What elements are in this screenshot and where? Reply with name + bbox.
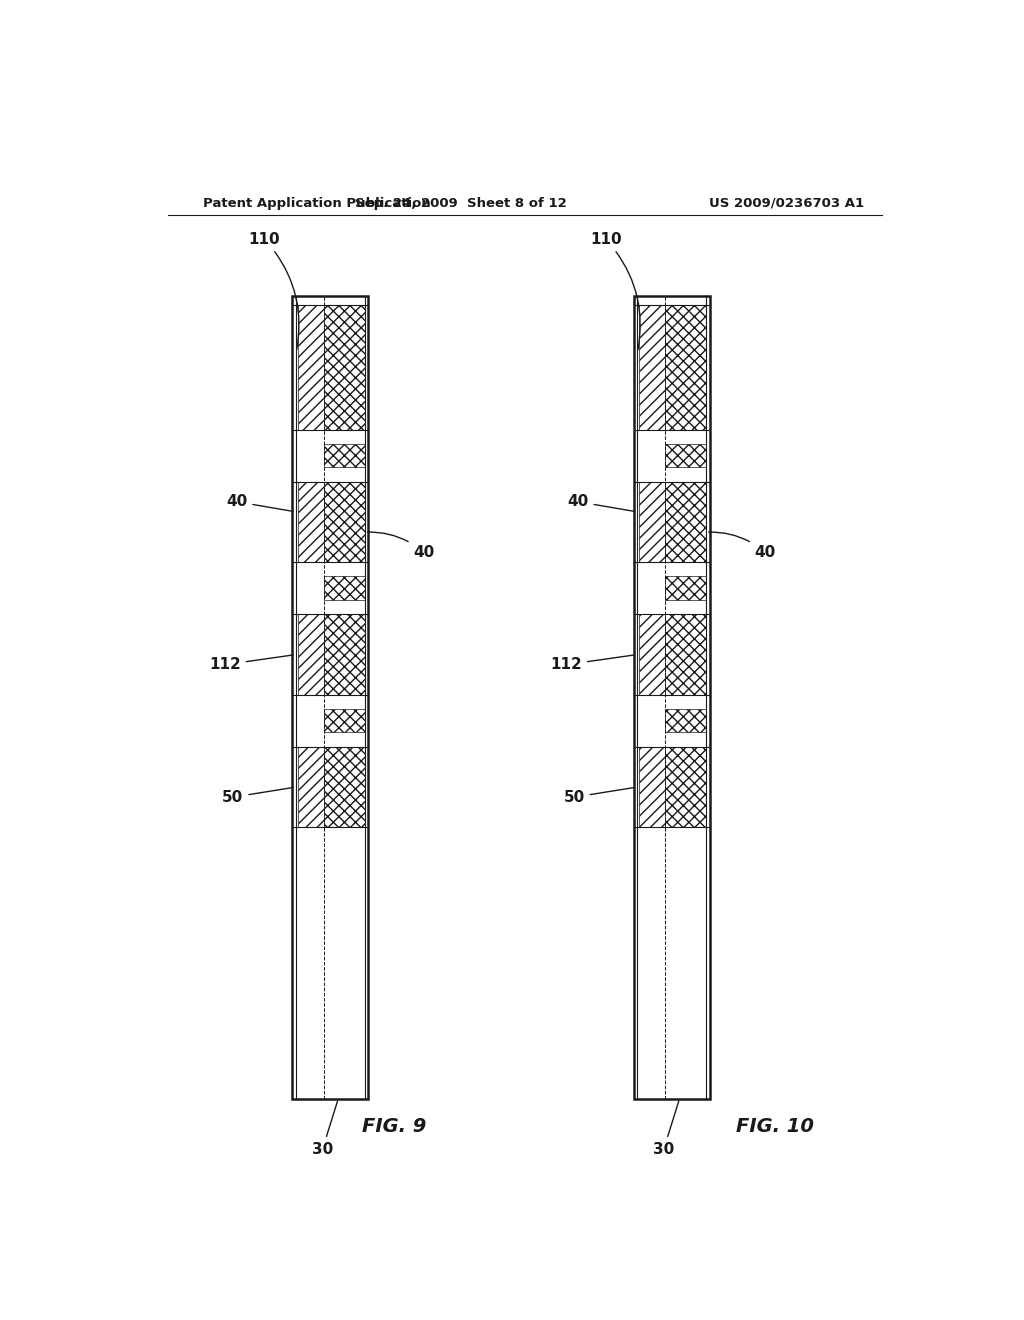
Text: 40: 40 — [567, 494, 635, 511]
Text: 110: 110 — [590, 232, 640, 350]
Bar — [324, 577, 365, 599]
Bar — [324, 709, 365, 733]
Bar — [324, 482, 365, 562]
Bar — [292, 562, 369, 614]
Text: Patent Application Publication: Patent Application Publication — [204, 197, 431, 210]
Bar — [298, 482, 324, 562]
Bar — [665, 577, 706, 599]
Bar — [324, 444, 365, 467]
Bar — [634, 296, 710, 1098]
Bar — [665, 482, 706, 562]
Bar — [298, 305, 324, 430]
Bar — [292, 296, 369, 1098]
Bar — [292, 430, 369, 482]
Text: FIG. 10: FIG. 10 — [736, 1117, 814, 1135]
Text: 112: 112 — [550, 655, 635, 672]
Text: 40: 40 — [709, 532, 776, 560]
Bar — [665, 709, 706, 733]
Bar — [292, 296, 369, 1098]
Text: 40: 40 — [368, 532, 434, 560]
Bar — [639, 747, 665, 828]
Bar — [634, 430, 710, 482]
Text: 110: 110 — [249, 232, 299, 350]
Bar — [665, 305, 706, 430]
Bar — [665, 444, 706, 467]
Bar — [639, 614, 665, 694]
Bar — [324, 747, 365, 828]
Bar — [324, 614, 365, 694]
Text: 112: 112 — [209, 655, 293, 672]
Text: Sep. 24, 2009  Sheet 8 of 12: Sep. 24, 2009 Sheet 8 of 12 — [355, 197, 567, 210]
Text: 30: 30 — [653, 1101, 679, 1156]
Text: 50: 50 — [563, 788, 635, 805]
Text: US 2009/0236703 A1: US 2009/0236703 A1 — [710, 197, 864, 210]
Bar — [324, 305, 365, 430]
Bar — [298, 747, 324, 828]
Text: 40: 40 — [226, 494, 293, 511]
Bar — [639, 305, 665, 430]
Bar — [292, 694, 369, 747]
Bar — [634, 694, 710, 747]
Bar — [298, 614, 324, 694]
Bar — [639, 482, 665, 562]
Bar — [634, 296, 710, 1098]
Text: 30: 30 — [311, 1101, 338, 1156]
Text: 50: 50 — [222, 788, 293, 805]
Text: FIG. 9: FIG. 9 — [361, 1117, 426, 1135]
Bar — [634, 562, 710, 614]
Bar — [665, 614, 706, 694]
Bar — [665, 747, 706, 828]
